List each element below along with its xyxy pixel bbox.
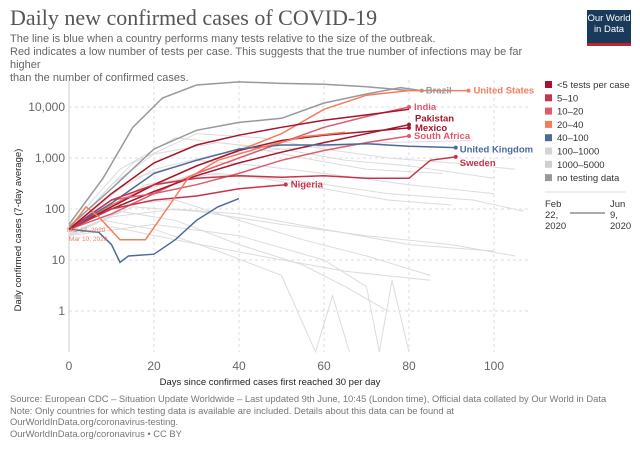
series-label-united-states: United States	[474, 86, 535, 97]
series-labels: Brazil United States IndiaPakistanMexicoSo…	[291, 86, 534, 191]
series-label-nigeria: Nigeria	[291, 180, 324, 191]
legend-swatch	[545, 107, 552, 115]
series-end-marker	[453, 154, 458, 159]
unnamed-line	[68, 81, 410, 225]
x-tick-label: 80	[402, 359, 416, 373]
legend-swatch	[545, 147, 552, 155]
gridlines	[68, 80, 530, 352]
x-axis-label: Days since confirmed cases first reached…	[160, 377, 381, 388]
background-series-line	[68, 208, 495, 252]
footer-source: Source: European CDC – Situation Update …	[10, 393, 607, 439]
timeline-end: Jun 9, 2020	[610, 199, 631, 232]
y-tick-label: 100	[45, 202, 65, 216]
x-tick-label: 100	[484, 359, 504, 373]
brazil-line	[68, 86, 422, 228]
background-series-line	[68, 142, 495, 230]
south-africa-line	[68, 135, 410, 230]
background-series-line	[68, 223, 410, 353]
series-label-india: India	[414, 102, 437, 113]
mexico-line	[68, 127, 410, 230]
annotation-mar13: Mar 13, 2020	[67, 227, 106, 234]
annotation-mar10: Mar 10, 2020	[69, 236, 108, 243]
series-end-marker	[407, 122, 411, 127]
legend-item: 10–20	[557, 107, 583, 118]
legend-item: <5 tests per case	[557, 80, 630, 91]
series-label-united-kingdom: United Kingdom	[460, 145, 533, 156]
india-line	[68, 106, 410, 231]
y-tick-label: 1	[58, 304, 65, 318]
y-tick-label: 1,000	[35, 151, 65, 165]
pakistan-line	[68, 123, 410, 230]
background-series-line	[68, 210, 389, 312]
legend-swatch	[545, 174, 552, 182]
background-series-line	[68, 206, 516, 257]
background-series-line	[68, 226, 431, 281]
chart-subtitle: The line is blue when a country performs…	[10, 33, 523, 84]
series-label-mexico: Mexico	[415, 123, 447, 134]
y-tick-label: 10	[52, 253, 66, 267]
legend-swatch	[545, 94, 552, 102]
unnamed-line	[68, 108, 410, 230]
series-label-sweden: Sweden	[460, 158, 496, 169]
timeline-start: Feb 22, 2020	[545, 199, 566, 232]
series-label-brazil: Brazil	[426, 86, 452, 97]
series-label-south-africa: South Africa	[414, 131, 471, 142]
legend-item: 100–1000	[557, 147, 599, 158]
background-series-line	[68, 219, 350, 354]
sweden-line	[68, 156, 456, 230]
series-end-marker	[407, 134, 411, 139]
background-series-line	[68, 137, 444, 228]
unnamed-line	[68, 197, 240, 264]
x-tick-label: 60	[317, 359, 331, 373]
legend-item: 5–10	[557, 93, 578, 104]
series-end-marker	[407, 105, 411, 109]
legend-swatch	[545, 81, 552, 88]
series-end-marker	[407, 125, 411, 130]
y-axis-label: Daily confirmed cases (7-day average)	[13, 149, 24, 312]
background-lines	[68, 133, 524, 354]
chart-title: Daily new confirmed cases of COVID-19	[10, 5, 378, 30]
series-end-marker	[453, 145, 458, 150]
legend-swatch	[545, 134, 552, 142]
series-end-marker	[283, 182, 288, 187]
x-tick-label: 40	[232, 359, 246, 373]
timeline: Feb 22, 2020 Jun 9, 2020	[545, 191, 631, 232]
legend-item: 40–100	[557, 133, 589, 144]
legend-item: no testing data	[557, 173, 620, 184]
united-states-line	[68, 89, 469, 230]
y-tick-label: 10,000	[28, 100, 65, 114]
legend-swatch	[545, 120, 552, 128]
legend: <5 tests per case 5–10 10–20 20–40 40–100 100…	[545, 80, 630, 184]
legend-swatch	[545, 160, 552, 168]
x-tick-label: 0	[66, 359, 73, 373]
series-label-pakistan: Pakistan	[415, 114, 454, 125]
unnamed-line	[68, 131, 346, 241]
owid-logo[interactable]: Our World in Data	[587, 10, 631, 46]
background-series-line	[68, 172, 524, 233]
series-lines	[68, 81, 471, 264]
legend-item: 1000–5000	[557, 160, 605, 171]
background-series-line	[68, 172, 452, 233]
legend-item: 20–40	[557, 120, 583, 131]
x-tick-label: 20	[147, 359, 161, 373]
series-end-marker	[466, 88, 471, 93]
